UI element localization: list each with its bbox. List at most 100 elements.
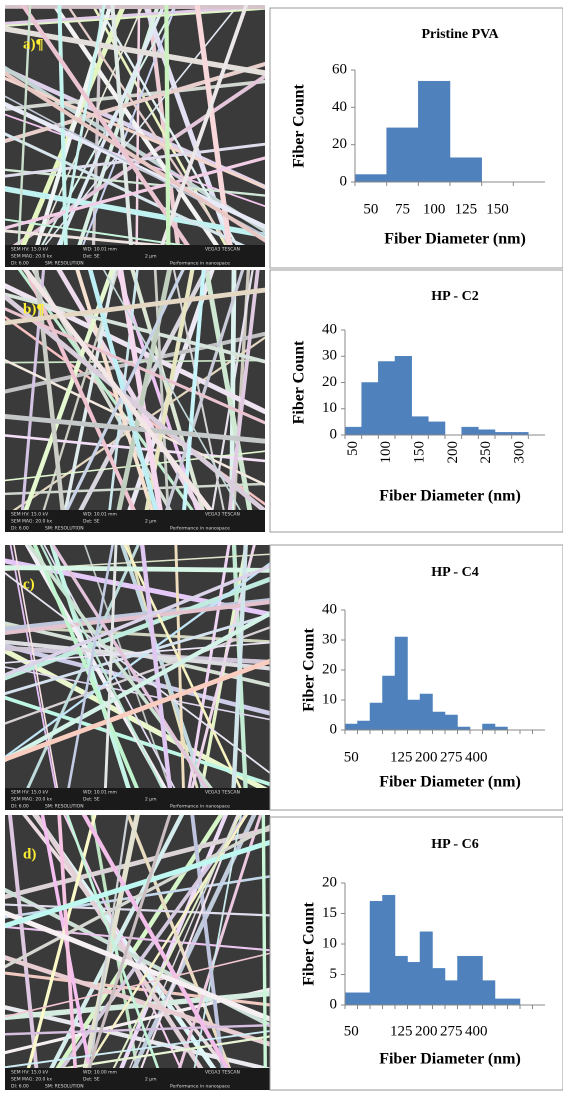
sem-info: VEGA3 TESCAN bbox=[205, 247, 240, 253]
sem-info: DI: 6.00 bbox=[11, 261, 29, 267]
y-tick-label: 15 bbox=[322, 905, 337, 921]
y-tick-label: 60 bbox=[332, 61, 347, 77]
sem-image: SEM HV: 15.0 kVWD: 10.01 mmVEGA3 TESCANS… bbox=[0, 525, 290, 830]
y-tick-label: 0 bbox=[330, 996, 338, 1012]
bar bbox=[378, 362, 395, 436]
sem-image: SEM HV: 15.0 kVWD: 10.00 mmVEGA3 TESCANS… bbox=[0, 795, 290, 1095]
sem-info: Det: SE bbox=[83, 797, 100, 803]
sem-info: DI: 6.00 bbox=[11, 526, 29, 532]
x-tick-label: 50 bbox=[344, 749, 359, 765]
bar bbox=[358, 721, 371, 730]
panel-label: b)¶ bbox=[23, 301, 44, 317]
bar bbox=[355, 175, 387, 182]
bar bbox=[412, 417, 429, 435]
x-axis-title: Fiber Diameter (nm) bbox=[379, 774, 521, 791]
x-tick-label: 50 bbox=[363, 201, 378, 217]
bar bbox=[370, 901, 383, 1005]
panel-label: a)¶ bbox=[23, 36, 44, 52]
bar bbox=[345, 993, 358, 1005]
sem-info: SEM HV: 15.0 kV bbox=[11, 1070, 49, 1076]
y-tick-label: 0 bbox=[330, 426, 338, 442]
x-tick-label: 250 bbox=[478, 441, 494, 464]
fiber bbox=[263, 795, 265, 1095]
sem-info: VEGA3 TESCAN bbox=[205, 790, 240, 796]
bar bbox=[433, 712, 446, 730]
y-tick-label: 30 bbox=[322, 631, 337, 647]
x-tick-label: 400 bbox=[465, 749, 488, 765]
x-tick-label: 50 bbox=[344, 1023, 359, 1039]
x-tick-label: 275 bbox=[440, 1023, 463, 1039]
sem-info: Det: SE bbox=[83, 519, 100, 525]
sem-info: WD: 10.00 mm bbox=[83, 1070, 117, 1076]
y-tick-label: 0 bbox=[340, 173, 348, 189]
bar bbox=[370, 703, 383, 730]
sem-info: WD: 10.01 mm bbox=[83, 247, 117, 253]
x-axis-title: Fiber Diameter (nm) bbox=[384, 231, 526, 248]
bar bbox=[428, 422, 445, 435]
y-tick-label: 40 bbox=[322, 321, 337, 337]
sem-info: WD: 10.01 mm bbox=[83, 512, 117, 518]
sem-info: 2 μm bbox=[145, 519, 157, 525]
sem-image: SEM HV: 15.0 kV WD: 10.01 mm VEGA3 TESCAN S… bbox=[0, 250, 285, 552]
bar bbox=[483, 981, 496, 1005]
bar bbox=[345, 724, 358, 730]
sem-info: 2 μm bbox=[145, 1077, 157, 1083]
y-tick-label: 10 bbox=[322, 691, 337, 707]
y-axis-title: Fiber Count bbox=[291, 340, 308, 424]
sem-info: Performance in nanospace bbox=[170, 526, 230, 532]
bar bbox=[458, 956, 471, 1005]
fiber bbox=[166, 0, 168, 287]
x-tick-label: 150 bbox=[486, 201, 509, 217]
y-tick-label: 20 bbox=[322, 374, 337, 390]
y-tick-label: 20 bbox=[322, 874, 337, 890]
x-tick-label: 200 bbox=[415, 1023, 438, 1039]
sem-info: WD: 10.01 mm bbox=[83, 790, 117, 796]
bar bbox=[450, 158, 482, 182]
sem-info: SM: RESOLUTION bbox=[45, 261, 84, 267]
x-tick-label: 100 bbox=[378, 441, 394, 464]
x-tick-label: 150 bbox=[411, 441, 427, 464]
sem-info: Performance in nanospace bbox=[170, 261, 230, 267]
bar bbox=[408, 700, 421, 730]
x-tick-label: 125 bbox=[455, 201, 478, 217]
x-tick-label: 100 bbox=[423, 201, 446, 217]
fiber bbox=[0, 6, 285, 7]
bar bbox=[387, 128, 419, 182]
x-tick-label: 50 bbox=[345, 441, 361, 456]
x-tick-label: 200 bbox=[415, 749, 438, 765]
y-tick-label: 40 bbox=[332, 99, 347, 115]
sem-info: SEM HV: 15.0 kV bbox=[11, 512, 49, 518]
sem-info: SM: RESOLUTION bbox=[45, 804, 84, 810]
sem-info: Performance in nanospace bbox=[170, 1084, 230, 1090]
bar bbox=[383, 676, 396, 730]
sem-info: SM: RESOLUTION bbox=[45, 526, 84, 532]
bar bbox=[483, 724, 496, 730]
y-tick-label: 30 bbox=[322, 348, 337, 364]
x-tick-label: 200 bbox=[445, 441, 461, 464]
chart-title: HP - C6 bbox=[431, 837, 478, 852]
x-axis-title: Fiber Diameter (nm) bbox=[379, 1051, 521, 1068]
y-tick-label: 40 bbox=[322, 601, 337, 617]
bar bbox=[495, 999, 508, 1005]
bar bbox=[508, 999, 521, 1005]
x-tick-label: 275 bbox=[440, 749, 463, 765]
bar bbox=[462, 427, 479, 435]
x-tick-label: 125 bbox=[390, 749, 413, 765]
bar bbox=[445, 981, 458, 1005]
x-tick-label: 75 bbox=[395, 201, 410, 217]
x-tick-label: 400 bbox=[465, 1023, 488, 1039]
panel-label: c) bbox=[23, 576, 35, 592]
bar bbox=[408, 962, 421, 1005]
sem-info: SEM HV: 15.0 kV bbox=[11, 247, 49, 253]
y-tick-label: 5 bbox=[330, 966, 338, 982]
sem-info: Performance in nanospace bbox=[170, 804, 230, 810]
chart-title: Pristine PVA bbox=[421, 27, 499, 42]
bar bbox=[395, 356, 412, 435]
panel-label: d) bbox=[23, 846, 36, 862]
figure: SEM HV: 15.0 kV WD: 10.01 mm VEGA3 TESCAN S… bbox=[0, 0, 563, 1095]
sem-info: SEM MAG: 20.0 kx bbox=[11, 519, 52, 525]
sem-info: VEGA3 TESCAN bbox=[205, 512, 240, 518]
bar bbox=[470, 956, 483, 1005]
sem-info: SM: RESOLUTION bbox=[45, 1084, 84, 1090]
bar bbox=[445, 715, 458, 730]
